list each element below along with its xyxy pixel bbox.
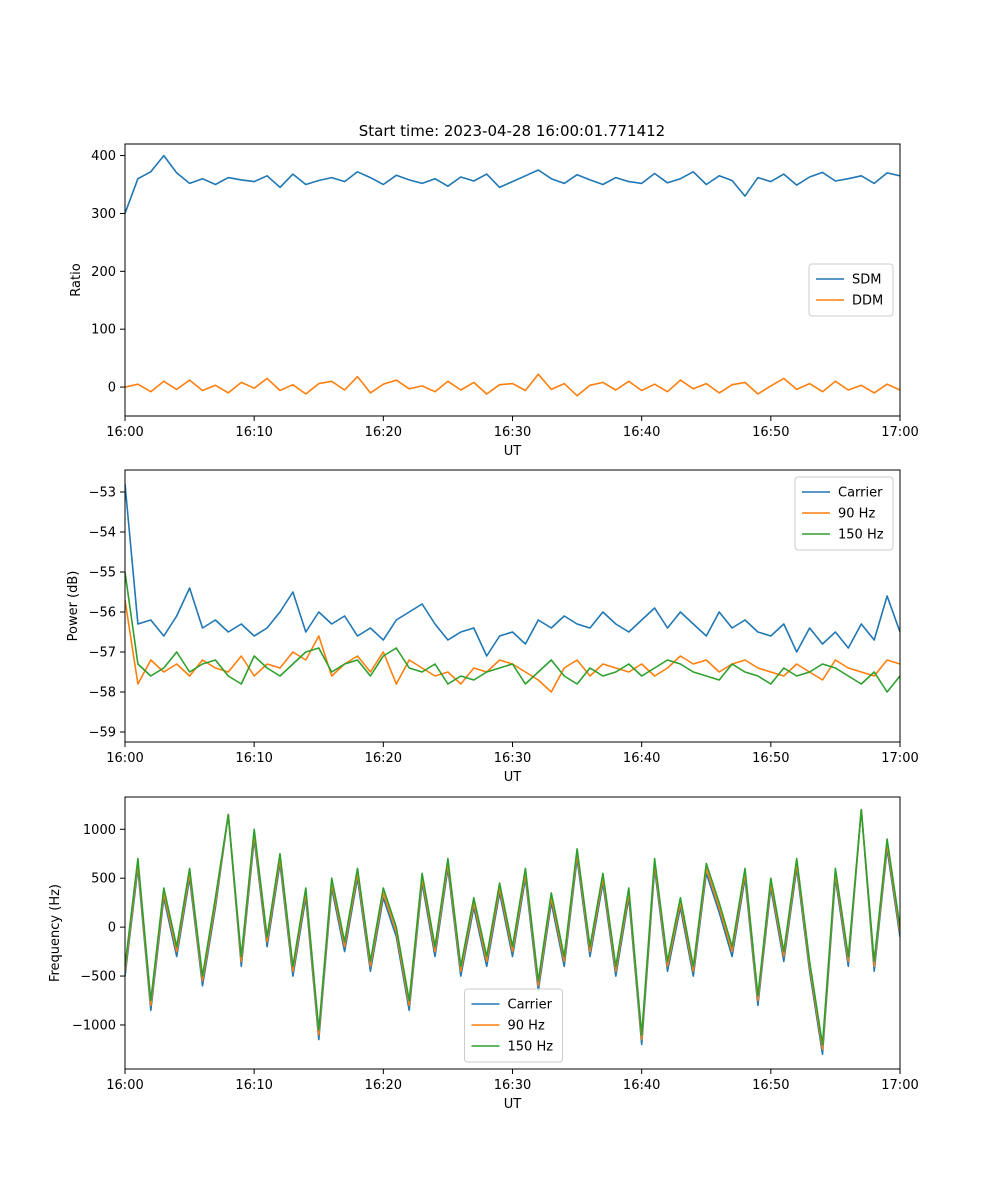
x-tick-label: 16:00: [106, 425, 143, 440]
axes-frame: [124, 469, 901, 743]
series-line-ddm: [125, 373, 900, 397]
series-line-90-hz: [125, 599, 900, 693]
y-tick-label: −56: [89, 606, 116, 621]
legend-label: SDM: [852, 273, 881, 288]
y-tick-label: −1000: [72, 1018, 116, 1033]
y-tick-label: 500: [91, 872, 116, 887]
legend-label: 150 Hz: [838, 528, 884, 543]
axes-frame: [124, 143, 901, 417]
y-axis-label: Ratio: [69, 263, 84, 296]
legend: Carrier 90 Hz 150 Hz: [464, 988, 563, 1063]
plot-lines: [125, 483, 900, 693]
x-tick-label: 16:10: [235, 1078, 272, 1093]
x-axis-label: UT: [504, 444, 522, 459]
panel-3: 16:00 16:10 16:20 16:30 16:40 16:50 17:00 −1000…: [48, 796, 919, 1112]
x-tick-label: 16:20: [365, 425, 402, 440]
plot-lines: [125, 154, 900, 397]
panel-2: 16:00 16:10 16:20 16:30 16:40 16:50 17:00 −59 −5…: [66, 469, 919, 785]
legend-label: Carrier: [508, 998, 553, 1013]
y-tick-label: 200: [91, 265, 116, 280]
legend-label: Carrier: [838, 486, 883, 501]
series-line-sdm: [125, 154, 900, 214]
y-tick-label: −54: [89, 526, 116, 541]
series-line-150-hz: [125, 571, 900, 693]
y-tick-label: −58: [89, 686, 116, 701]
legend-label: 150 Hz: [508, 1040, 554, 1055]
x-tick-label: 16:40: [623, 425, 660, 440]
y-axis-label: Power (dB): [66, 571, 81, 642]
x-tick-label: 17:00: [881, 751, 918, 766]
legend-frame: [464, 988, 563, 1063]
x-tick-label: 16:50: [752, 1078, 789, 1093]
x-tick-label: 16:50: [752, 425, 789, 440]
legend: Carrier 90 Hz 150 Hz: [794, 476, 894, 551]
panels: 16:00 16:10 16:20 16:30 16:40 16:50 17:00 0 100 2…: [48, 143, 919, 1112]
y-tick-label: 400: [91, 149, 116, 164]
x-tick-label: 16:00: [106, 751, 143, 766]
y-tick-label: 0: [108, 921, 116, 936]
legend-frame: [808, 263, 894, 317]
y-tick-label: 300: [91, 207, 116, 222]
y-tick-label: −53: [89, 486, 116, 501]
y-axis-label: Frequency (Hz): [48, 884, 63, 982]
legend-label: 90 Hz: [838, 507, 875, 522]
series-line-150-hz: [125, 808, 900, 1046]
y-tick-label: −55: [89, 566, 116, 581]
legend: SDM DDM: [808, 263, 894, 317]
y-tick-label: 100: [91, 323, 116, 338]
x-axis-label: UT: [504, 770, 522, 785]
panel-1: 16:00 16:10 16:20 16:30 16:40 16:50 17:00 0 100 2…: [69, 143, 919, 459]
figure-title: Start time: 2023-04-28 16:00:01.771412: [359, 122, 665, 140]
series-line-carrier: [125, 483, 900, 657]
x-tick-label: 16:40: [623, 751, 660, 766]
y-tick-label: 1000: [83, 823, 116, 838]
y-tick-label: −57: [89, 646, 116, 661]
x-tick-label: 16:10: [235, 751, 272, 766]
x-tick-label: 16:30: [494, 751, 531, 766]
x-tick-label: 16:20: [365, 1078, 402, 1093]
x-tick-label: 16:50: [752, 751, 789, 766]
x-tick-label: 17:00: [881, 1078, 918, 1093]
y-tick-label: −59: [89, 726, 116, 741]
legend-label: 90 Hz: [508, 1019, 545, 1034]
x-tick-label: 16:40: [623, 1078, 660, 1093]
x-tick-label: 16:10: [235, 425, 272, 440]
x-tick-label: 16:30: [494, 1078, 531, 1093]
plot-lines: [125, 808, 900, 1056]
x-tick-label: 16:00: [106, 1078, 143, 1093]
x-tick-label: 17:00: [881, 425, 918, 440]
legend-label: DDM: [852, 294, 883, 309]
y-tick-label: −500: [80, 970, 116, 985]
x-tick-label: 16:30: [494, 425, 531, 440]
y-tick-label: 0: [108, 381, 116, 396]
x-tick-label: 16:20: [365, 751, 402, 766]
legend-frame: [794, 476, 894, 551]
x-axis-label: UT: [504, 1097, 522, 1112]
